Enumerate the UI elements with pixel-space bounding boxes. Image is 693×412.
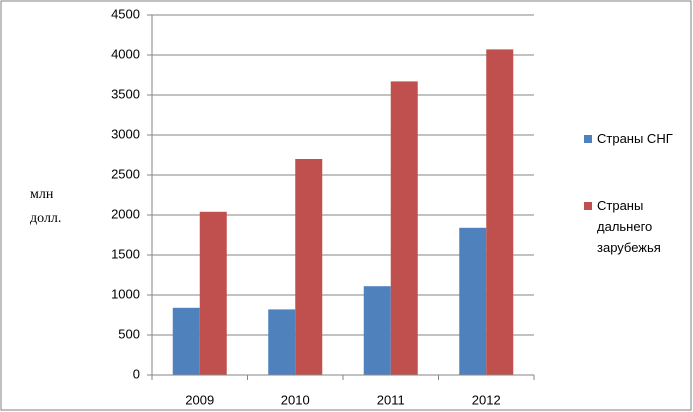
y-tick-label: 2500 bbox=[111, 166, 140, 181]
y-tick-label: 1000 bbox=[111, 286, 140, 301]
legend-swatch bbox=[584, 135, 592, 143]
bar bbox=[486, 49, 514, 376]
y-tick-label: 1500 bbox=[111, 246, 140, 261]
y-tick-label: 500 bbox=[118, 326, 140, 341]
bar bbox=[390, 81, 418, 376]
legend-label: Страны СНГ bbox=[597, 131, 673, 146]
y-tick-label: 2000 bbox=[111, 206, 140, 221]
legend-label: Страны дальнего зарубежья bbox=[597, 198, 661, 255]
y-tick-label: 4000 bbox=[111, 46, 140, 61]
legend-swatch bbox=[584, 202, 592, 210]
x-tick-label: 2011 bbox=[377, 392, 405, 407]
x-tick-label: 2010 bbox=[281, 392, 310, 407]
bar bbox=[363, 286, 391, 375]
y-tick-label: 4500 bbox=[111, 6, 140, 21]
y-tick-label: 3000 bbox=[111, 126, 140, 141]
bar bbox=[268, 309, 296, 375]
bar bbox=[295, 159, 323, 375]
x-tick-label: 2012 bbox=[472, 392, 501, 407]
y-tick-label: 3500 bbox=[111, 86, 140, 101]
bar bbox=[172, 307, 200, 375]
y-axis-label: млн долл. bbox=[30, 187, 62, 226]
x-tick-label: 2009 bbox=[185, 392, 214, 407]
bar bbox=[199, 211, 227, 375]
y-tick-label: 0 bbox=[133, 366, 140, 381]
bar bbox=[459, 227, 487, 375]
